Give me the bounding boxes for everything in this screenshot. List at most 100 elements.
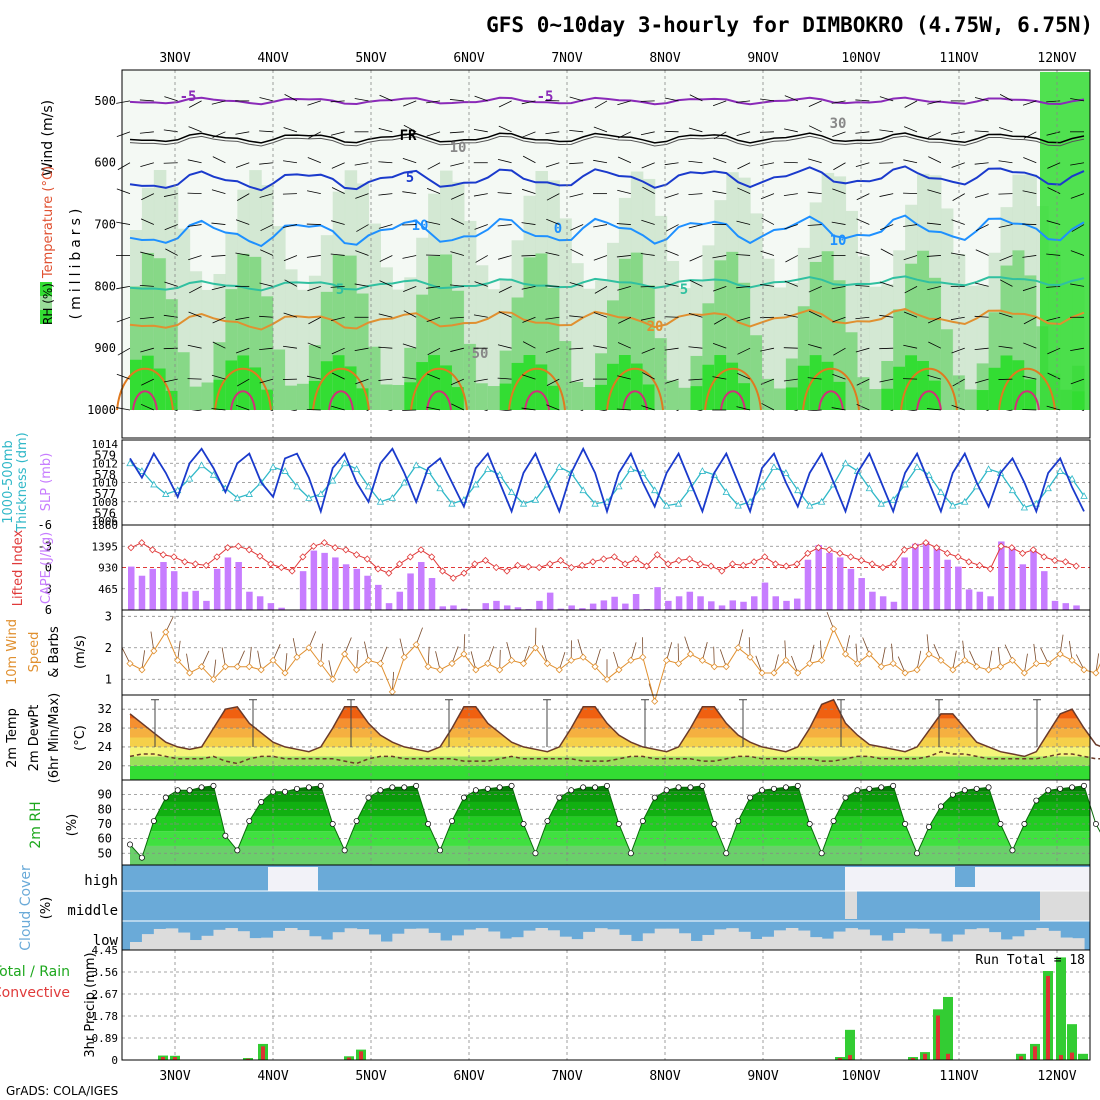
isotherm-line	[129, 275, 1085, 292]
wind-barb	[831, 221, 846, 225]
wind-speed-point	[174, 656, 182, 664]
cape-bar	[729, 600, 737, 610]
wind-barb	[761, 217, 775, 225]
cape-bar	[170, 571, 178, 610]
contour-label: 5	[336, 282, 344, 298]
cape-bar	[890, 601, 898, 610]
rh-shade-mid	[869, 389, 882, 410]
wind-barb	[307, 190, 321, 195]
cape-bar	[622, 603, 629, 610]
thickness-point	[806, 501, 814, 509]
rh-shade-high	[905, 355, 918, 410]
cape-bar	[1073, 605, 1080, 610]
wind-barb	[974, 315, 989, 318]
wind-barb	[950, 131, 965, 135]
wind-barb	[284, 653, 288, 674]
wind-barb	[665, 249, 679, 256]
rh-point	[138, 854, 145, 861]
thickness-point	[1080, 492, 1088, 499]
wind-barb	[1070, 98, 1085, 102]
cape-bar	[955, 566, 962, 610]
rh-legend: RH (%)	[40, 282, 55, 325]
cape-bar	[418, 562, 425, 610]
li-point	[1061, 558, 1070, 566]
contour-label: -5	[537, 89, 554, 105]
wind-barb	[665, 193, 679, 199]
wind-barb	[450, 193, 465, 200]
cloud-panel: high middle low	[67, 864, 1091, 951]
wind-speed-point	[758, 669, 766, 677]
wind-barb	[927, 374, 942, 380]
li-point	[374, 565, 382, 573]
wind-barb	[331, 187, 345, 194]
wind-barb	[998, 345, 1013, 349]
cape-bar	[665, 600, 672, 610]
wind-barb	[593, 224, 608, 228]
thickness-point	[519, 499, 528, 507]
date-label-top: 3NOV	[159, 51, 190, 66]
pressure-tick: 1000	[87, 403, 116, 417]
li-point	[976, 561, 984, 569]
wind-barb	[856, 193, 870, 201]
thickness-point	[615, 482, 623, 490]
wind-speed-point	[281, 669, 289, 677]
wind-barb	[903, 311, 918, 318]
wind-barb	[569, 193, 584, 198]
cloud-unit: (%)	[39, 897, 54, 920]
cloud-low	[428, 932, 441, 950]
rh-point	[604, 782, 610, 789]
cloud-low	[511, 937, 525, 950]
rh-shade-high	[130, 359, 143, 410]
wind-barb	[117, 162, 131, 171]
cloud-low	[1036, 928, 1049, 950]
wind-barb	[807, 409, 822, 412]
cloud-low	[571, 939, 584, 950]
wind-barb	[1040, 647, 1049, 664]
isotherm-arch	[704, 367, 762, 411]
contour-label: 10	[450, 140, 467, 156]
wind-barb	[879, 281, 894, 287]
wind-tick: 1	[105, 672, 112, 686]
isotherm-arch	[116, 367, 174, 411]
cloud-low	[261, 937, 274, 950]
isotherm-line	[129, 307, 1085, 331]
rh-shade-high	[642, 384, 656, 410]
wind-barb	[450, 378, 465, 386]
cloud-low	[177, 932, 191, 950]
wind-speed-point	[1080, 666, 1088, 674]
li-point	[170, 553, 178, 561]
thickness-point	[555, 463, 563, 470]
wind-barb	[999, 279, 1013, 287]
isotherm-arch	[998, 367, 1056, 411]
wind-barb	[140, 403, 155, 411]
wind-barb	[1047, 187, 1061, 194]
cloud-low	[618, 934, 632, 950]
wind-barb	[641, 405, 655, 411]
thickness-point	[937, 488, 945, 496]
wind-barb	[402, 158, 417, 164]
wind-ylabel-3: & Barbs	[47, 626, 62, 678]
cape-tick: 465	[98, 583, 118, 596]
rh-point	[1057, 785, 1064, 792]
rh-point	[890, 782, 897, 789]
wind-barb	[951, 219, 965, 225]
cloud-low	[332, 932, 346, 950]
isotherm-arch	[900, 367, 958, 411]
cape-bar	[1030, 550, 1037, 610]
wind-barb	[426, 406, 441, 411]
rh-shade-high	[428, 355, 441, 410]
wind-ylabel-2: Speed	[27, 632, 42, 673]
cloud-low	[1072, 938, 1085, 950]
li-point	[954, 553, 962, 561]
cloud-low	[285, 928, 298, 950]
li-point	[320, 539, 328, 547]
wind-ylabel-4: (m/s)	[73, 635, 88, 669]
rh-unit: (%)	[65, 814, 80, 837]
wind-barb	[116, 285, 131, 290]
rh-point	[258, 799, 265, 805]
thickness-point	[388, 494, 397, 501]
thickness-tick: 577	[94, 487, 116, 501]
thickness-point	[293, 482, 301, 490]
wind-barb	[545, 316, 560, 320]
rh-shade-high	[1012, 360, 1025, 410]
